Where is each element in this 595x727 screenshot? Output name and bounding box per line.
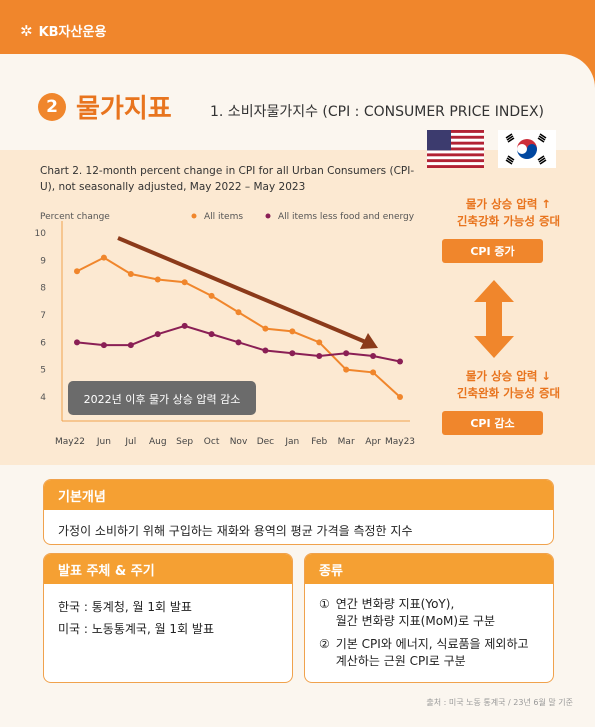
x-tick-label: May23 bbox=[385, 437, 415, 447]
data-point bbox=[100, 342, 107, 349]
chart-legend: All items All items less food and energy bbox=[191, 212, 415, 222]
y-tick-label: 5 bbox=[40, 366, 46, 376]
data-point bbox=[181, 322, 188, 329]
data-point bbox=[127, 271, 134, 277]
data-point bbox=[127, 342, 134, 349]
data-point bbox=[397, 358, 403, 365]
data-point bbox=[343, 350, 350, 357]
data-point bbox=[154, 331, 161, 338]
data-point bbox=[262, 347, 269, 354]
y-tick-label: 8 bbox=[40, 284, 46, 294]
x-tick-label: Sep bbox=[176, 437, 193, 447]
y-tick-label: 4 bbox=[40, 393, 46, 403]
source-note: 출처 : 미국 노동 통계국 / 23년 6월 말 기준 bbox=[426, 698, 573, 707]
data-point bbox=[289, 350, 296, 357]
publisher-usa: 미국 : 노동통계국, 월 1회 발표 bbox=[58, 622, 215, 636]
types-box: 종류 ① 연간 변화량 지표(YoY), 월간 변화량 지표(MoM)로 구분 ②… bbox=[304, 553, 554, 683]
x-tick-label: Feb bbox=[311, 437, 327, 447]
section-number-badge: 2 bbox=[38, 93, 66, 121]
legend-marker bbox=[191, 213, 197, 219]
x-tick-label: Jan bbox=[284, 437, 299, 447]
cpi-down-effect-2: 긴축완화 가능성 증대 bbox=[456, 386, 561, 400]
data-point bbox=[181, 279, 188, 286]
x-tick-label: Dec bbox=[257, 437, 274, 447]
y-tick-label: 9 bbox=[40, 256, 46, 266]
y-tick-label: 7 bbox=[40, 311, 46, 321]
types-title: 종류 bbox=[305, 554, 553, 584]
x-tick-label: Oct bbox=[204, 437, 220, 447]
section-subtitle: 1. 소비자물가지수 (CPI : CONSUMER PRICE INDEX) bbox=[210, 104, 544, 120]
data-point bbox=[370, 369, 377, 376]
y-tick-label: 6 bbox=[40, 338, 46, 348]
data-point bbox=[154, 276, 161, 283]
series-line-1 bbox=[76, 256, 401, 398]
data-point bbox=[100, 254, 107, 261]
section-title: 물가지표 bbox=[76, 94, 172, 124]
cpi-increase-label: CPI 증가 bbox=[442, 239, 543, 263]
x-tick-label: May22 bbox=[55, 437, 85, 447]
data-point bbox=[262, 325, 269, 332]
data-point bbox=[74, 339, 80, 346]
concept-body: 가정이 소비하기 위해 구입하는 재화와 용역의 평균 가격을 측정한 지수 bbox=[58, 524, 413, 538]
publisher-korea: 한국 : 통계청, 월 1회 발표 bbox=[58, 600, 192, 614]
y-tick-label: 10 bbox=[35, 229, 47, 239]
brand-logo: ✲ KB자산운용 bbox=[20, 21, 107, 41]
y-axis-label: Percent change bbox=[40, 212, 110, 222]
data-point bbox=[370, 353, 377, 359]
data-point bbox=[343, 366, 350, 373]
y-axis-ticks: 4 5 6 7 8 9 10 bbox=[35, 221, 410, 422]
publisher-box: 발표 주체 & 주기 한국 : 통계청, 월 1회 발표 미국 : 노동통계국,… bbox=[43, 553, 293, 683]
us-flag-icon bbox=[427, 130, 484, 168]
x-tick-label: Apr bbox=[365, 437, 381, 447]
data-point bbox=[235, 339, 242, 346]
svg-text:2022년 이후 물가 상승 압력 감소: 2022년 이후 물가 상승 압력 감소 bbox=[84, 393, 241, 406]
korea-flag-icon bbox=[498, 130, 556, 168]
types-item-2: ② 기본 CPI와 에너지, 식료품을 제외하고 계산하는 근원 CPI로 구분 bbox=[319, 637, 529, 668]
up-down-arrow-icon bbox=[474, 280, 514, 358]
trend-arrow bbox=[117, 236, 378, 349]
cpi-down-effect-1: 물가 상승 압력 ↓ bbox=[465, 369, 552, 383]
cpi-decrease-label: CPI 감소 bbox=[442, 411, 543, 435]
chart-series bbox=[74, 254, 403, 400]
publisher-title: 발표 주체 & 주기 bbox=[44, 554, 292, 584]
cpi-line-chart: Percent change All items All items less f… bbox=[35, 212, 415, 447]
legend-label: All items bbox=[204, 212, 243, 222]
x-tick-label: Mar bbox=[338, 437, 355, 447]
data-point bbox=[397, 394, 403, 400]
x-tick-label: Aug bbox=[149, 437, 167, 447]
concept-box: 기본개념 가정이 소비하기 위해 구입하는 재화와 용역의 평균 가격을 측정한… bbox=[43, 479, 554, 545]
chart-annotation: 2022년 이후 물가 상승 압력 감소 bbox=[68, 381, 256, 415]
concept-title: 기본개념 bbox=[44, 480, 553, 510]
legend-label: All items less food and energy bbox=[278, 212, 415, 222]
data-point bbox=[289, 328, 296, 335]
x-axis-ticks: May22 Jun Jul Aug Sep Oct Nov Dec Jan Feb Mar Apr Ma… bbox=[55, 437, 415, 447]
data-point bbox=[74, 268, 80, 275]
legend-marker bbox=[265, 213, 271, 219]
chart-title: Chart 2. 12-month percent change in CPI … bbox=[40, 165, 415, 193]
x-tick-label: Jun bbox=[96, 437, 111, 447]
cpi-up-effect-1: 물가 상승 압력 ↑ bbox=[465, 197, 552, 211]
data-point bbox=[208, 292, 215, 299]
data-point bbox=[235, 309, 242, 316]
x-tick-label: Nov bbox=[230, 437, 248, 447]
data-point bbox=[208, 331, 215, 338]
x-tick-label: Jul bbox=[124, 437, 136, 447]
data-point bbox=[316, 339, 323, 346]
data-point bbox=[316, 353, 323, 359]
kb-star-icon: ✲ bbox=[20, 21, 33, 40]
brand-name: KB자산운용 bbox=[38, 25, 107, 40]
cpi-up-effect-2: 긴축강화 가능성 증대 bbox=[456, 214, 561, 228]
types-item-1: ① 연간 변화량 지표(YoY), 월간 변화량 지표(MoM)로 구분 bbox=[319, 597, 496, 628]
